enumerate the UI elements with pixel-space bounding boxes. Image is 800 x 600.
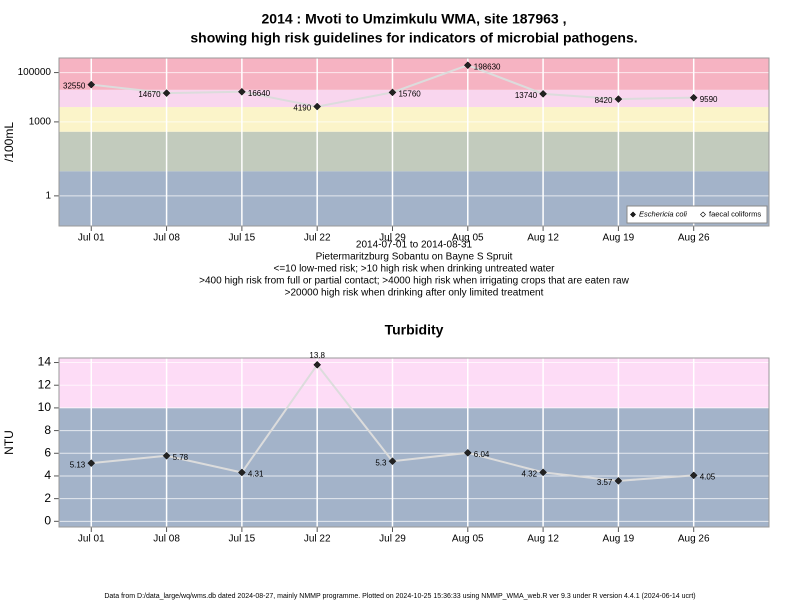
note: <=10 low-med risk; >10 high risk when dr… bbox=[274, 264, 556, 275]
data-point bbox=[539, 89, 547, 98]
value-label: 4.31 bbox=[248, 470, 264, 479]
x-tick-label: Jul 08 bbox=[153, 233, 180, 244]
data-point bbox=[463, 61, 472, 70]
legend-marker bbox=[630, 211, 636, 218]
x-tick-label: Aug 12 bbox=[527, 534, 559, 545]
value-label: 5.13 bbox=[70, 460, 86, 469]
data-point bbox=[162, 89, 171, 97]
y-tick-label: 1 bbox=[45, 191, 51, 202]
y-tick-label: 0 bbox=[44, 514, 51, 528]
chart-title: 2014 : Mvoti to Umzimkulu WMA, site 1879… bbox=[262, 11, 567, 27]
value-label: 8420 bbox=[595, 96, 613, 105]
value-label: 4.32 bbox=[522, 469, 538, 478]
data-point bbox=[388, 457, 397, 466]
legend-box bbox=[626, 205, 768, 224]
value-label: 14670 bbox=[138, 90, 161, 99]
data-point bbox=[162, 451, 171, 460]
y-tick-label: 8 bbox=[44, 423, 51, 437]
chart-subtitle: showing high risk guidelines for indicat… bbox=[190, 30, 637, 46]
data-point bbox=[238, 87, 246, 96]
y-tick-label: 6 bbox=[44, 445, 51, 459]
note: Pietermaritzburg Sobantu on Bayne S Spru… bbox=[316, 252, 513, 263]
risk-band bbox=[59, 107, 769, 132]
risk-band bbox=[59, 358, 769, 408]
data-point bbox=[87, 80, 96, 89]
x-tick-label: Jul 29 bbox=[379, 534, 406, 545]
legend-marker bbox=[700, 211, 706, 218]
value-label: 5.3 bbox=[375, 458, 387, 467]
x-tick-label: Jul 01 bbox=[78, 233, 105, 244]
value-label: 16640 bbox=[248, 89, 271, 98]
data-point bbox=[689, 471, 698, 480]
x-tick-label: Aug 05 bbox=[452, 233, 484, 244]
x-tick-label: Aug 26 bbox=[678, 233, 710, 244]
x-tick-label: Aug 05 bbox=[452, 534, 484, 545]
value-label: 198630 bbox=[474, 62, 501, 71]
y-tick-label: 2 bbox=[44, 491, 51, 505]
value-label: 3.57 bbox=[597, 478, 613, 487]
x-tick-label: Jul 01 bbox=[78, 534, 105, 545]
data-point bbox=[539, 468, 547, 477]
value-label: 4.05 bbox=[700, 473, 716, 482]
y-tick-label: 14 bbox=[38, 355, 52, 369]
data-point bbox=[87, 459, 96, 467]
x-tick-label: Jul 29 bbox=[379, 233, 406, 244]
data-point bbox=[614, 476, 623, 485]
legend-label: faecal coliforms bbox=[709, 209, 761, 218]
y-tick-label: 10 bbox=[38, 400, 52, 414]
value-label: 15760 bbox=[398, 89, 421, 98]
value-label: 32550 bbox=[63, 82, 86, 91]
data-point bbox=[388, 88, 397, 97]
value-label: 6.04 bbox=[474, 450, 490, 459]
x-tick-label: Aug 12 bbox=[527, 233, 559, 244]
x-tick-label: Aug 19 bbox=[603, 534, 635, 545]
legend-label: Eschericia coli bbox=[639, 209, 687, 218]
data-point bbox=[463, 448, 472, 457]
value-label: 13740 bbox=[515, 91, 538, 100]
y-axis-label: /100mL bbox=[2, 122, 16, 162]
value-label: 5.78 bbox=[173, 453, 189, 462]
y-axis-label: NTU bbox=[2, 430, 16, 455]
x-tick-label: Jul 22 bbox=[304, 534, 331, 545]
value-label: 9590 bbox=[700, 95, 718, 104]
note: 2014-07-01 to 2014-08-31 bbox=[356, 240, 473, 251]
value-label: 4190 bbox=[293, 104, 311, 113]
risk-band bbox=[59, 407, 769, 527]
plot-frame bbox=[58, 57, 770, 227]
x-tick-label: Jul 08 bbox=[153, 534, 180, 545]
x-tick-label: Aug 26 bbox=[678, 534, 710, 545]
data-point bbox=[689, 93, 698, 102]
note: >400 high risk from full or partial cont… bbox=[199, 276, 629, 287]
data-point bbox=[238, 468, 246, 477]
value-label: 13.8 bbox=[309, 351, 325, 360]
data-point bbox=[313, 360, 322, 369]
x-tick-label: Jul 15 bbox=[229, 534, 256, 545]
chart-title: Turbidity bbox=[385, 322, 444, 338]
y-tick-label: 12 bbox=[38, 377, 52, 391]
note: >20000 high risk when drinking after onl… bbox=[285, 288, 544, 299]
y-tick-label: 4 bbox=[44, 468, 51, 482]
footer: Data from D:/data_large/wq/wms.db dated … bbox=[104, 593, 695, 600]
x-tick-label: Jul 15 bbox=[229, 233, 256, 244]
data-point bbox=[614, 95, 623, 103]
plot-frame bbox=[58, 357, 770, 528]
x-tick-label: Aug 19 bbox=[603, 233, 635, 244]
y-tick-label: 1000 bbox=[29, 117, 52, 128]
risk-band bbox=[59, 89, 769, 108]
x-tick-label: Jul 22 bbox=[304, 233, 331, 244]
data-point bbox=[313, 102, 322, 111]
y-tick-label: 100000 bbox=[18, 67, 52, 78]
risk-band bbox=[59, 131, 769, 172]
